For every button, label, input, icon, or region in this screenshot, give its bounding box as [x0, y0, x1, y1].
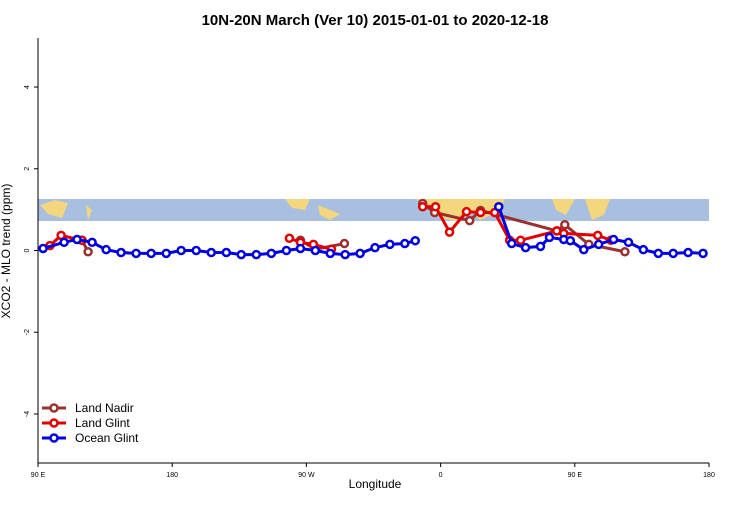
- x-axis-label: Longitude: [349, 477, 402, 491]
- data-point: [444, 227, 455, 237]
- data-point: [206, 247, 217, 258]
- data-point: [593, 239, 604, 250]
- data-point: [59, 237, 69, 248]
- x-tick-label: 90 W: [298, 472, 315, 479]
- data-point: [161, 248, 171, 259]
- series-line: [288, 236, 332, 251]
- data-point: [236, 249, 246, 260]
- data-point: [221, 247, 232, 258]
- data-point: [284, 233, 295, 243]
- data-point: [620, 246, 630, 257]
- data-point: [475, 207, 486, 218]
- data-point: [191, 245, 201, 256]
- data-point: [266, 248, 277, 259]
- data-point: [560, 220, 570, 230]
- data-point: [608, 234, 619, 245]
- map-strip: [38, 199, 709, 221]
- x-tick-label: 0: [439, 472, 443, 479]
- y-tick-label: 2: [24, 167, 31, 171]
- data-point: [146, 248, 156, 259]
- series-line: [422, 205, 612, 242]
- data-point: [355, 248, 365, 259]
- y-tick-label: -4: [24, 411, 31, 417]
- data-point: [698, 248, 708, 259]
- data-point: [653, 248, 664, 259]
- data-point: [339, 238, 350, 249]
- data-point: [281, 245, 292, 256]
- data-point: [683, 247, 693, 258]
- data-point: [370, 242, 380, 253]
- y-tick-label: 4: [24, 85, 31, 89]
- x-tick-label: 90 E: [31, 472, 46, 479]
- data-point: [565, 235, 576, 246]
- y-tick-label: 0: [24, 248, 31, 252]
- data-point: [340, 249, 350, 260]
- legend-marker: [49, 433, 59, 443]
- data-point: [544, 232, 555, 243]
- x-tick-label: 90 E: [568, 472, 583, 479]
- data-point: [593, 230, 603, 241]
- data-point: [295, 243, 306, 254]
- data-point: [325, 248, 336, 259]
- legend-marker: [49, 403, 59, 413]
- legend-label: Ocean Glint: [75, 431, 139, 445]
- data-point: [87, 237, 97, 248]
- data-point: [72, 234, 82, 245]
- data-point: [131, 248, 141, 259]
- data-point: [176, 245, 186, 256]
- data-point: [400, 238, 410, 249]
- data-point: [638, 244, 649, 255]
- data-point: [385, 239, 395, 250]
- data-point: [578, 244, 589, 255]
- chart-title: 10N-20N March (Ver 10) 2015-01-01 to 202…: [202, 12, 549, 29]
- data-point: [410, 235, 421, 246]
- legend-marker: [49, 418, 59, 428]
- data-point: [38, 243, 48, 254]
- data-point: [101, 244, 111, 255]
- y-axis-label: XCO2 - MLO trend (ppm): [0, 184, 13, 319]
- data-point: [464, 215, 475, 226]
- data-point: [515, 235, 526, 246]
- data-point: [494, 202, 504, 212]
- data-point: [535, 241, 546, 252]
- data-point: [520, 242, 531, 253]
- data-point: [417, 202, 428, 212]
- y-tick-label: -2: [24, 329, 31, 335]
- series-line: [497, 206, 704, 255]
- data-point: [668, 248, 678, 259]
- data-point: [461, 206, 472, 217]
- data-point: [83, 246, 93, 257]
- x-tick-label: 180: [703, 472, 715, 479]
- x-tick-label: 180: [166, 472, 178, 479]
- data-point: [506, 238, 517, 249]
- data-point: [310, 245, 321, 256]
- legend-label: Land Glint: [75, 416, 130, 430]
- data-point: [430, 202, 441, 212]
- data-point: [623, 237, 634, 248]
- legend-label: Land Nadir: [75, 401, 134, 415]
- data-point: [116, 247, 126, 258]
- data-point: [251, 249, 262, 260]
